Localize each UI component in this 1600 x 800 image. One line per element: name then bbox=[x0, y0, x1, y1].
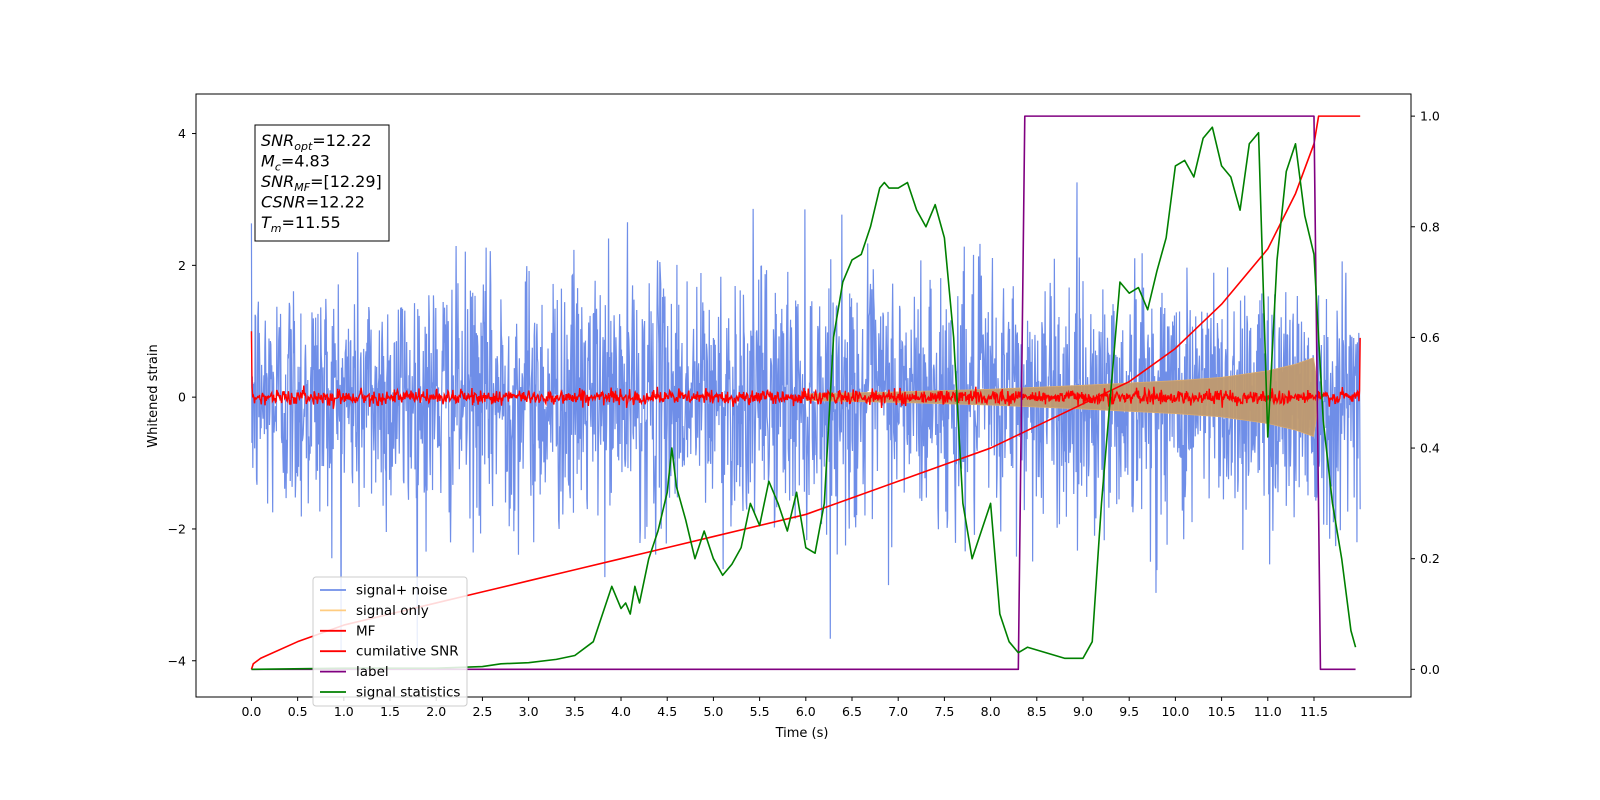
x-tick-label: 6.5 bbox=[842, 704, 862, 719]
x-tick-label: 3.0 bbox=[519, 704, 539, 719]
plot-area bbox=[250, 115, 1361, 671]
series-mf bbox=[250, 331, 1361, 409]
x-tick-label: 2.0 bbox=[426, 704, 446, 719]
x-tick-label: 6.0 bbox=[796, 704, 816, 719]
annotation-line: Tm=11.55 bbox=[261, 213, 341, 235]
y-right-tick-label: 0.6 bbox=[1420, 330, 1440, 345]
x-tick-label: 1.0 bbox=[334, 704, 354, 719]
legend-label: signal+ noise bbox=[356, 583, 447, 599]
y-tick-label: 0 bbox=[178, 390, 186, 405]
x-tick-label: 9.5 bbox=[1119, 704, 1139, 719]
x-tick-label: 1.5 bbox=[380, 704, 400, 719]
x-tick-label: 8.5 bbox=[1027, 704, 1047, 719]
legend-frame bbox=[312, 576, 468, 707]
x-tick-label: 0.0 bbox=[241, 704, 261, 719]
x-tick-label: 11.5 bbox=[1300, 704, 1328, 719]
annotation-line: SNRMF=[12.29] bbox=[261, 172, 382, 194]
plot-frame bbox=[195, 93, 1412, 698]
legend: signal+ noise signal only MF cumilative SNR… bbox=[312, 576, 468, 707]
series-label bbox=[251, 115, 1356, 671]
x-tick-label: 0.5 bbox=[288, 704, 308, 719]
y-right-tick-label: 0.2 bbox=[1420, 551, 1440, 566]
legend-label: MF bbox=[356, 623, 375, 639]
legend-label: label bbox=[356, 664, 389, 680]
y-right-tick-label: 1.0 bbox=[1420, 109, 1440, 124]
annotation-box: SNRopt=12.22Mc=4.83SNRMF=[12.29]CSNR=12.… bbox=[254, 124, 390, 242]
y-tick-label: 4 bbox=[178, 126, 186, 141]
legend-label: signal only bbox=[356, 603, 429, 619]
y-tick-label: −4 bbox=[168, 653, 186, 668]
y-axis-label: Whitened strain bbox=[146, 344, 161, 447]
x-tick-label: 10.5 bbox=[1208, 704, 1236, 719]
x-tick-label: 10.0 bbox=[1161, 704, 1189, 719]
x-tick-label: 9.0 bbox=[1073, 704, 1093, 719]
legend-label: signal statistics bbox=[356, 685, 460, 701]
axes: 0.0 0.5 1.0 1.5 2.0 2.5 3.0 3.5 4.0 4.5 5.0 5.5 6.0 6… bbox=[168, 109, 1440, 719]
x-tick-label: 4.5 bbox=[657, 704, 677, 719]
x-tick-label: 2.5 bbox=[472, 704, 492, 719]
y-right-tick-label: 0.8 bbox=[1420, 219, 1440, 234]
x-tick-label: 5.0 bbox=[703, 704, 723, 719]
x-tick-label: 5.5 bbox=[750, 704, 770, 719]
x-tick-label: 11.0 bbox=[1254, 704, 1282, 719]
legend-label: cumilative SNR bbox=[356, 644, 459, 660]
series-signal-statistics bbox=[251, 126, 1357, 671]
y-right-tick-label: 0.4 bbox=[1420, 441, 1440, 456]
annotation-line: CSNR=12.22 bbox=[261, 193, 365, 212]
y-tick-label: −2 bbox=[168, 521, 186, 536]
x-axis-label: Time (s) bbox=[775, 726, 829, 741]
x-tick-label: 4.0 bbox=[611, 704, 631, 719]
y-right-tick-label: 0.0 bbox=[1420, 662, 1440, 677]
y-tick-label: 2 bbox=[178, 258, 186, 273]
x-tick-label: 3.5 bbox=[565, 704, 585, 719]
x-tick-label: 7.0 bbox=[888, 704, 908, 719]
annotation-line: Mc=4.83 bbox=[261, 152, 330, 174]
annotation-frame bbox=[254, 124, 390, 242]
series-signal-noise bbox=[250, 182, 1361, 660]
x-tick-label: 7.5 bbox=[934, 704, 954, 719]
annotation-line: SNRopt=12.22 bbox=[261, 131, 372, 153]
x-tick-label: 8.0 bbox=[981, 704, 1001, 719]
